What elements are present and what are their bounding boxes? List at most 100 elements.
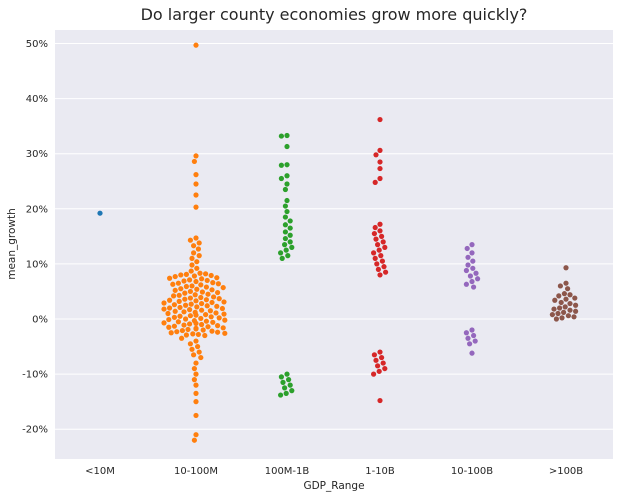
data-point bbox=[177, 313, 183, 319]
data-point bbox=[383, 269, 389, 275]
data-point bbox=[216, 315, 222, 321]
data-point bbox=[465, 254, 471, 260]
data-point bbox=[194, 265, 200, 271]
data-point bbox=[463, 267, 469, 274]
data-point bbox=[282, 214, 288, 220]
data-point bbox=[556, 293, 562, 299]
data-point bbox=[379, 258, 385, 264]
data-point bbox=[187, 295, 193, 301]
data-point bbox=[471, 332, 477, 339]
data-point bbox=[372, 179, 378, 185]
data-point bbox=[285, 253, 291, 259]
data-point bbox=[175, 280, 181, 286]
data-point bbox=[176, 292, 182, 298]
data-point bbox=[193, 181, 199, 187]
x-tick-label: 1-10B bbox=[365, 466, 395, 477]
data-point bbox=[215, 323, 221, 329]
data-point bbox=[284, 173, 290, 179]
x-axis-label: GDP_Range bbox=[303, 480, 364, 492]
data-point bbox=[372, 224, 378, 231]
y-tick-label: 20% bbox=[26, 204, 48, 215]
data-point bbox=[549, 311, 556, 318]
data-point bbox=[284, 143, 290, 150]
data-point bbox=[561, 309, 567, 315]
data-point bbox=[199, 307, 205, 313]
data-point bbox=[376, 247, 382, 253]
data-point bbox=[573, 302, 579, 308]
data-point bbox=[222, 330, 228, 336]
data-point bbox=[187, 341, 193, 347]
data-point bbox=[284, 132, 290, 139]
data-point bbox=[195, 331, 201, 338]
data-point bbox=[208, 314, 214, 320]
data-point bbox=[183, 283, 189, 290]
data-point bbox=[470, 265, 476, 271]
data-point bbox=[204, 303, 210, 309]
data-point bbox=[467, 273, 473, 279]
data-point bbox=[193, 382, 199, 388]
data-point bbox=[562, 304, 568, 310]
plot-area bbox=[55, 30, 613, 459]
data-point bbox=[198, 282, 204, 288]
data-point bbox=[191, 250, 197, 256]
y-tick-label: 0% bbox=[32, 315, 48, 326]
data-point bbox=[193, 235, 199, 241]
data-point bbox=[198, 294, 204, 301]
data-point bbox=[200, 327, 206, 333]
data-point bbox=[190, 331, 196, 337]
x-tick-label: 100M-1B bbox=[265, 466, 310, 477]
data-point bbox=[567, 292, 573, 298]
data-point bbox=[193, 172, 199, 178]
data-point bbox=[552, 297, 558, 303]
data-point bbox=[199, 300, 205, 307]
data-point bbox=[380, 360, 386, 366]
data-point bbox=[377, 349, 383, 355]
data-point bbox=[193, 312, 199, 318]
data-point bbox=[188, 268, 194, 274]
data-point bbox=[470, 258, 476, 264]
data-point bbox=[182, 296, 188, 302]
data-point bbox=[278, 374, 284, 380]
data-point bbox=[188, 301, 194, 307]
data-point bbox=[373, 357, 379, 363]
data-point bbox=[282, 385, 288, 391]
data-point bbox=[220, 325, 226, 331]
data-point bbox=[187, 277, 193, 283]
data-point bbox=[193, 338, 199, 344]
data-point bbox=[193, 153, 199, 159]
data-point bbox=[202, 332, 208, 339]
data-point bbox=[371, 250, 377, 256]
data-point bbox=[553, 316, 560, 322]
data-point bbox=[221, 311, 227, 317]
data-point bbox=[193, 399, 199, 405]
data-point bbox=[194, 304, 200, 310]
data-point bbox=[469, 250, 475, 256]
data-point bbox=[213, 310, 219, 316]
y-tick-label: -20% bbox=[22, 425, 48, 436]
data-point bbox=[193, 371, 199, 377]
data-point bbox=[287, 382, 293, 388]
data-point bbox=[207, 308, 213, 314]
data-point bbox=[170, 281, 176, 287]
data-point bbox=[284, 162, 290, 168]
data-point bbox=[283, 390, 289, 396]
data-point bbox=[465, 335, 471, 341]
data-point bbox=[211, 294, 217, 300]
data-point bbox=[221, 299, 227, 305]
data-point bbox=[198, 315, 204, 322]
data-point bbox=[191, 243, 197, 249]
data-point bbox=[203, 297, 209, 303]
data-point bbox=[208, 272, 214, 279]
data-point bbox=[179, 327, 185, 334]
data-point bbox=[187, 288, 193, 295]
data-point bbox=[371, 230, 377, 237]
data-point bbox=[193, 298, 199, 304]
data-point bbox=[205, 291, 211, 297]
data-point bbox=[379, 233, 385, 239]
data-point bbox=[278, 162, 284, 168]
data-point bbox=[161, 306, 167, 312]
data-point bbox=[376, 368, 382, 374]
data-point bbox=[176, 298, 182, 304]
data-point bbox=[284, 197, 290, 204]
